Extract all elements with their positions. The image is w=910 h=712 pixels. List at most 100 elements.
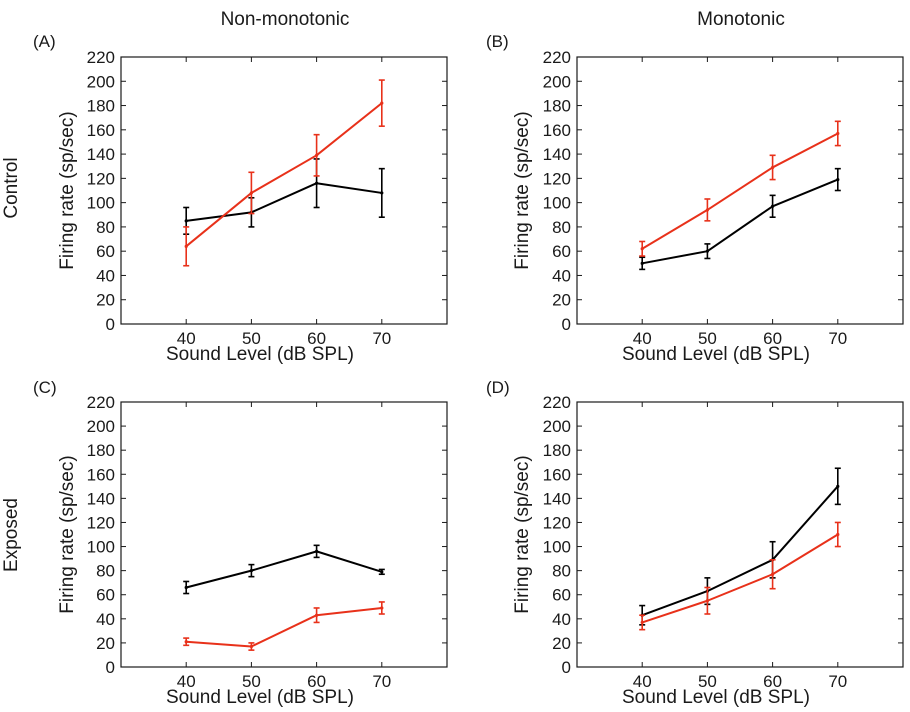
x-tick-label: 60 [763, 672, 782, 691]
y-tick-label: 200 [87, 72, 115, 91]
y-tick-label: 180 [87, 97, 115, 116]
x-tick-label: 60 [307, 329, 326, 348]
y-tick-label: 100 [543, 194, 571, 213]
y-tick-label: 120 [87, 513, 115, 532]
y-tick-label: 120 [543, 169, 571, 188]
chart-panel-2: (C) 0 20 40 60 80 100 120 140 160 180 200 220 40 50 60 7… [33, 378, 448, 708]
x-tick-label: 60 [307, 672, 326, 691]
data-point [640, 247, 644, 251]
y-tick-label: 100 [543, 538, 571, 557]
y-tick-label: 0 [562, 658, 571, 677]
column-title-non-monotonic: Non-monotonic [221, 9, 350, 30]
series-line [642, 178, 839, 265]
y-axis-label: Firing rate (sp/sec) [512, 455, 533, 613]
series-0 [183, 544, 385, 595]
y-tick-label: 40 [552, 610, 571, 629]
x-tick-label: 40 [177, 672, 196, 691]
data-point [836, 484, 840, 488]
x-tick-label: 50 [242, 672, 261, 691]
data-point [705, 249, 710, 253]
panel-label: (C) [33, 378, 57, 397]
data-point [380, 570, 384, 574]
data-point [249, 191, 253, 195]
data-point [771, 204, 775, 208]
y-tick-label: 80 [96, 218, 115, 237]
axes-frame [576, 401, 904, 668]
data-point [836, 131, 840, 136]
series-0 [639, 467, 841, 626]
y-tick-label: 40 [96, 266, 115, 285]
data-point [249, 644, 253, 649]
y-tick-label: 180 [543, 97, 571, 116]
x-tick-label: 70 [372, 329, 391, 348]
panel-label: (D) [486, 378, 510, 397]
y-tick-label: 220 [87, 48, 115, 67]
series-1 [639, 120, 841, 257]
series-line [641, 485, 839, 617]
data-point [380, 606, 384, 610]
data-point [184, 585, 188, 590]
y-tick-label: 140 [543, 489, 571, 508]
y-tick-label: 220 [543, 393, 571, 412]
y-tick-label: 80 [552, 562, 571, 581]
x-axis-label: Sound Level (dB SPL) [622, 344, 810, 365]
y-tick-label: 0 [106, 658, 115, 677]
x-axis-label: Sound Level (dB SPL) [166, 687, 354, 708]
data-point [315, 613, 319, 617]
series-line [185, 102, 383, 248]
x-tick-label: 70 [828, 672, 847, 691]
y-tick-label: 120 [543, 513, 571, 532]
y-axis-label: Firing rate (sp/sec) [57, 455, 78, 613]
y-tick-label: 180 [543, 441, 571, 460]
x-tick-label: 70 [372, 672, 391, 691]
panel-label: (A) [33, 32, 56, 51]
x-tick-label: 60 [763, 329, 782, 348]
y-tick-label: 40 [552, 266, 571, 285]
chart-panel-3: (D) 0 20 40 60 80 100 120 140 160 180 200 220 40 50 60 7… [486, 378, 904, 708]
series-line [641, 533, 839, 624]
series-1 [183, 79, 385, 267]
y-tick-label: 20 [96, 291, 115, 310]
data-point [836, 532, 840, 537]
series-line [641, 132, 839, 250]
y-tick-label: 60 [96, 586, 115, 605]
y-tick-label: 60 [96, 242, 115, 261]
y-tick-label: 200 [87, 417, 115, 436]
axes-frame [120, 401, 448, 668]
y-tick-label: 200 [543, 417, 571, 436]
data-point [771, 165, 775, 170]
x-tick-label: 40 [633, 329, 652, 348]
y-tick-label: 160 [543, 465, 571, 484]
y-tick-label: 120 [87, 169, 115, 188]
data-point [705, 599, 710, 603]
y-tick-label: 220 [87, 393, 115, 412]
data-point [640, 620, 644, 625]
panel-label: (B) [486, 32, 509, 51]
chart-panel-1: (B) 0 20 40 60 80 100 120 140 160 180 200 220 40 50 60 7… [486, 32, 904, 365]
y-tick-label: 20 [552, 634, 571, 653]
y-tick-label: 80 [96, 562, 115, 581]
y-tick-label: 100 [87, 538, 115, 557]
axes-frame [576, 56, 904, 325]
row-label-exposed: Exposed [1, 498, 22, 572]
data-point [184, 219, 188, 223]
series-1 [183, 601, 385, 651]
series-1 [639, 521, 841, 631]
y-tick-label: 180 [87, 441, 115, 460]
x-tick-label: 40 [633, 672, 652, 691]
y-tick-label: 40 [96, 610, 115, 629]
y-tick-label: 20 [96, 634, 115, 653]
data-point [315, 181, 319, 185]
y-tick-label: 60 [552, 586, 571, 605]
series-line [186, 182, 382, 222]
y-tick-label: 0 [106, 315, 115, 334]
data-point [640, 261, 644, 265]
y-axis-label: Firing rate (sp/sec) [512, 111, 533, 269]
y-tick-label: 160 [543, 121, 571, 140]
x-tick-label: 50 [242, 329, 261, 348]
x-tick-label: 40 [177, 329, 196, 348]
y-tick-label: 140 [87, 145, 115, 164]
x-tick-label: 50 [698, 329, 717, 348]
